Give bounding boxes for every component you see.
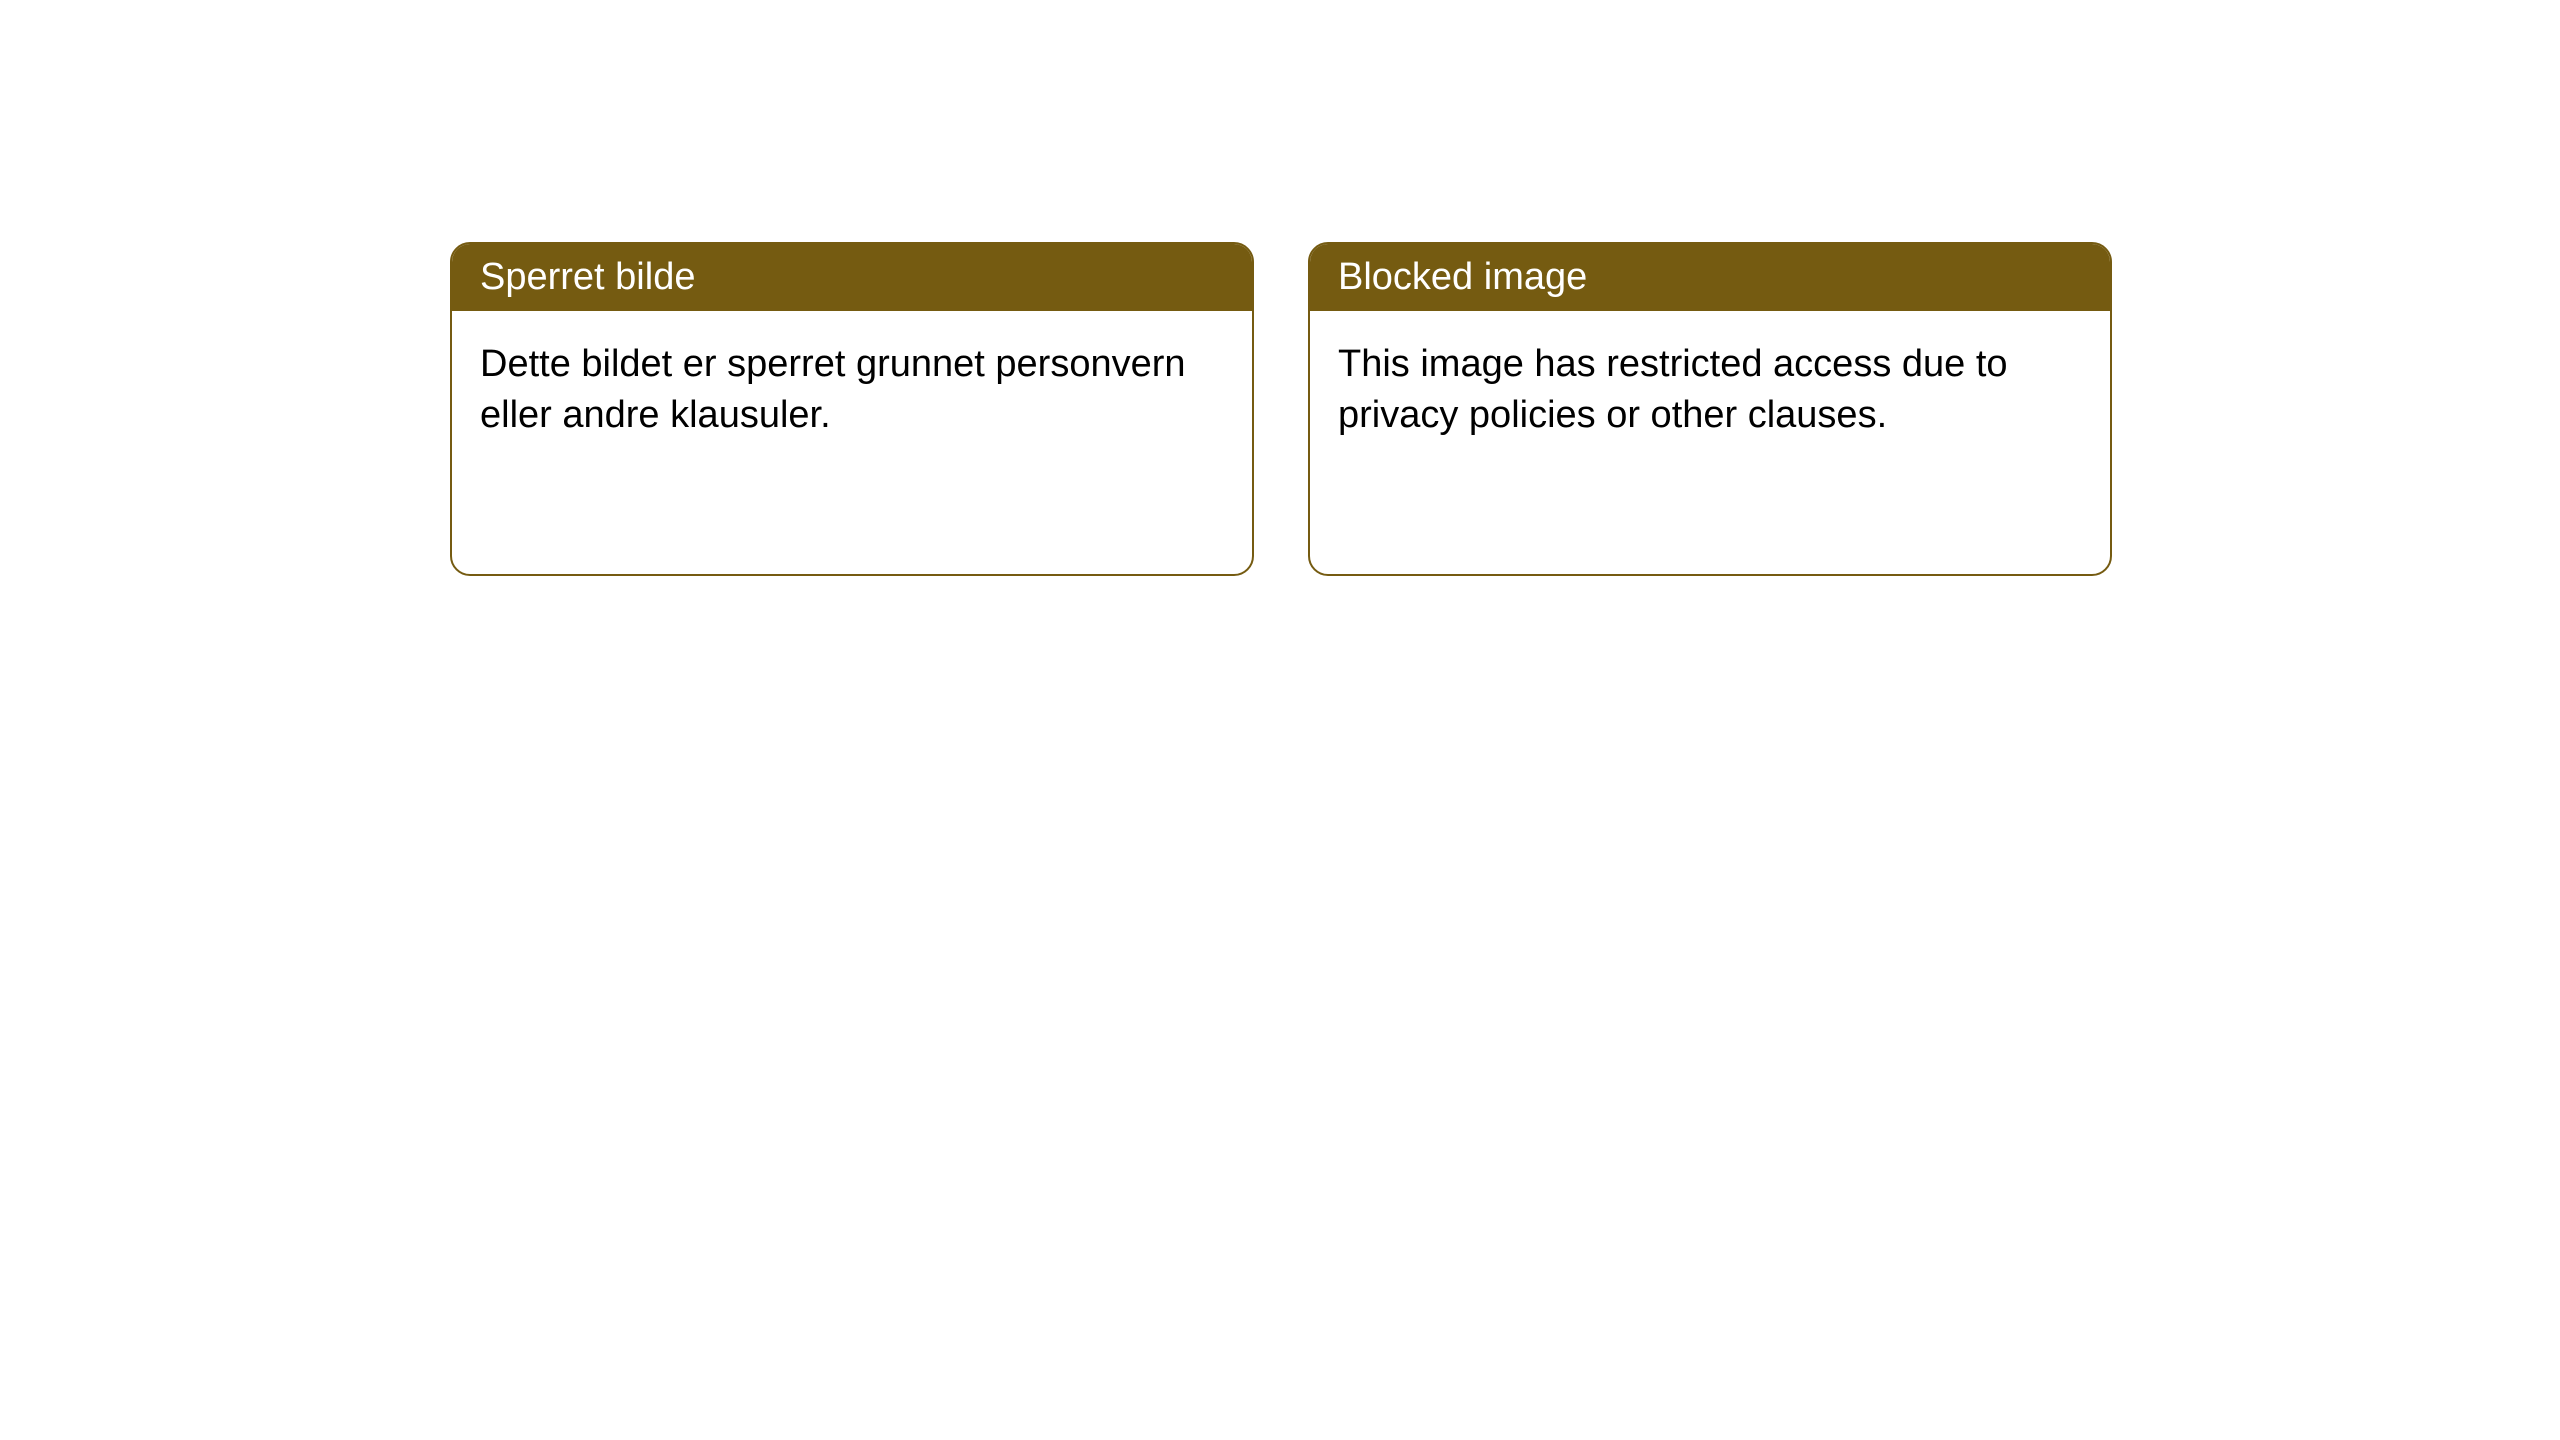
- card-body-norwegian: Dette bildet er sperret grunnet personve…: [452, 311, 1252, 470]
- blocked-image-card-norwegian: Sperret bilde Dette bildet er sperret gr…: [450, 242, 1254, 576]
- blocked-image-card-english: Blocked image This image has restricted …: [1308, 242, 2112, 576]
- card-body-english: This image has restricted access due to …: [1310, 311, 2110, 470]
- card-title-english: Blocked image: [1310, 244, 2110, 311]
- notice-container: Sperret bilde Dette bildet er sperret gr…: [0, 0, 2560, 576]
- card-title-norwegian: Sperret bilde: [452, 244, 1252, 311]
